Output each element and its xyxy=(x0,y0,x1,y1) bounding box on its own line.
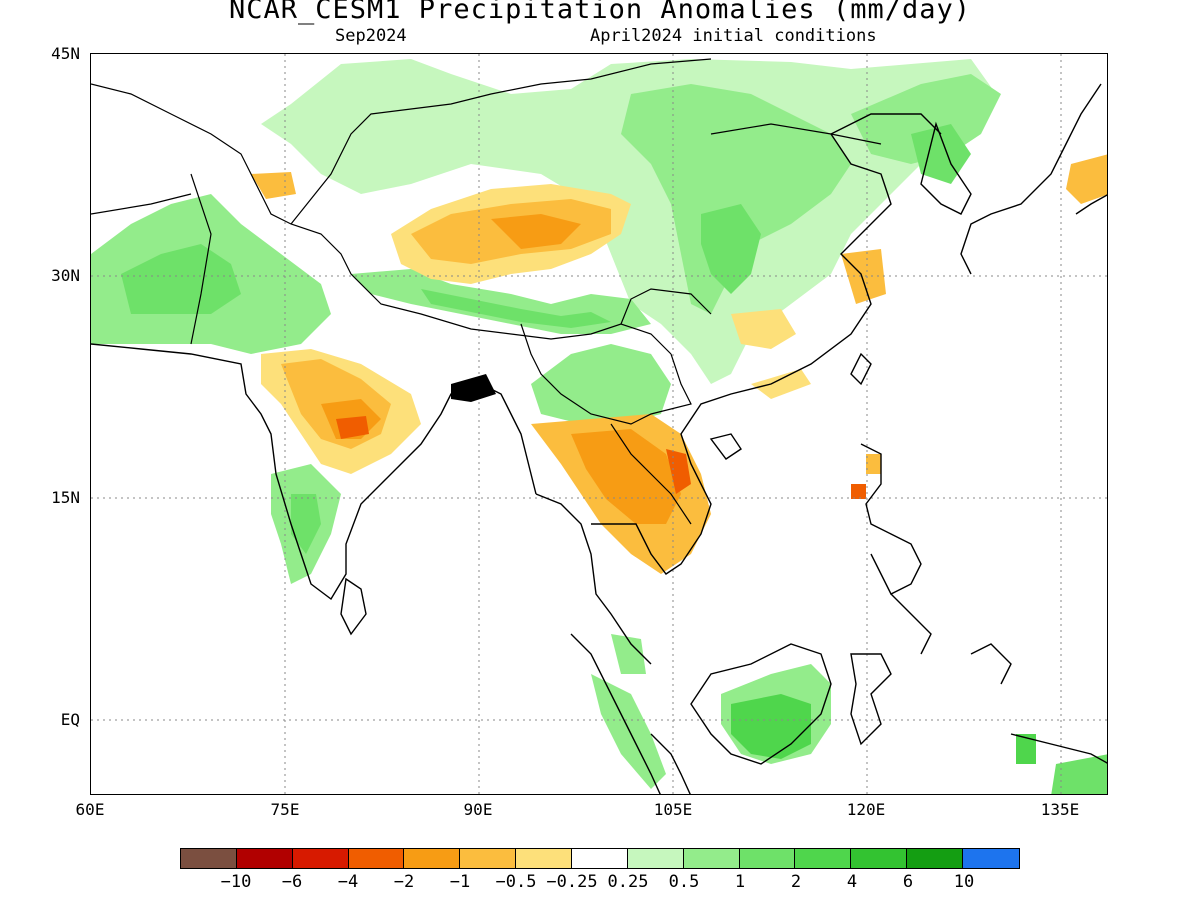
colorbar-label: 10 xyxy=(953,872,975,892)
lat-label-eq: EQ xyxy=(60,710,80,729)
colorbar-swatch xyxy=(460,849,517,868)
wet-anomaly-areas xyxy=(91,59,1107,794)
colorbar-swatch xyxy=(739,849,796,868)
colorbar-label: −1 xyxy=(449,872,471,892)
colorbar-swatch xyxy=(181,849,237,868)
map-panel xyxy=(90,53,1108,795)
colorbar-label: 2 xyxy=(790,872,802,892)
colorbar-swatch xyxy=(236,849,293,868)
colorbar-swatch xyxy=(627,849,684,868)
colorbar-label: −10 xyxy=(220,872,252,892)
colorbar-swatch xyxy=(683,849,740,868)
colorbar-label: 0.25 xyxy=(607,872,649,892)
colorbar-swatch xyxy=(795,849,852,868)
borders xyxy=(91,58,882,525)
anomaly-map xyxy=(91,54,1107,794)
colorbar-label: 4 xyxy=(846,872,858,892)
colorbar-swatch xyxy=(963,849,1019,868)
colorbar-swatch xyxy=(292,849,349,868)
colorbar-swatch xyxy=(348,849,405,868)
colorbar-label: −0.5 xyxy=(495,872,537,892)
colorbar-swatch xyxy=(572,849,628,868)
graticule xyxy=(91,54,1107,794)
colorbar-label: 1 xyxy=(734,872,746,892)
lon-label-120e: 120E xyxy=(846,800,886,819)
colorbar-swatch xyxy=(851,849,908,868)
chart-title: NCAR_CESM1 Precipitation Anomalies (mm/d… xyxy=(229,0,971,25)
lon-label-90e: 90E xyxy=(463,800,493,819)
lat-label-15n: 15N xyxy=(51,488,80,507)
colorbar xyxy=(180,848,1020,869)
dry-anomaly-areas xyxy=(251,154,1107,574)
lon-label-105e: 105E xyxy=(653,800,693,819)
lon-label-60e: 60E xyxy=(75,800,105,819)
colorbar-label: −6 xyxy=(281,872,303,892)
lat-label-30n: 30N xyxy=(51,266,80,285)
initial-conditions-label: April2024 initial conditions xyxy=(590,26,877,46)
lon-label-135e: 135E xyxy=(1040,800,1080,819)
colorbar-label: −4 xyxy=(337,872,359,892)
ganges-delta xyxy=(451,374,496,402)
colorbar-label: 0.5 xyxy=(668,872,700,892)
colorbar-swatch xyxy=(516,849,573,868)
colorbar-label: 6 xyxy=(902,872,914,892)
lon-label-75e: 75E xyxy=(270,800,300,819)
coastlines xyxy=(91,83,1107,794)
colorbar-swatch xyxy=(907,849,964,868)
colorbar-label: −0.25 xyxy=(546,872,598,892)
colorbar-label: −2 xyxy=(393,872,415,892)
colorbar-swatch xyxy=(404,849,461,868)
lat-label-45n: 45N xyxy=(51,44,80,63)
month-label: Sep2024 xyxy=(335,26,407,46)
